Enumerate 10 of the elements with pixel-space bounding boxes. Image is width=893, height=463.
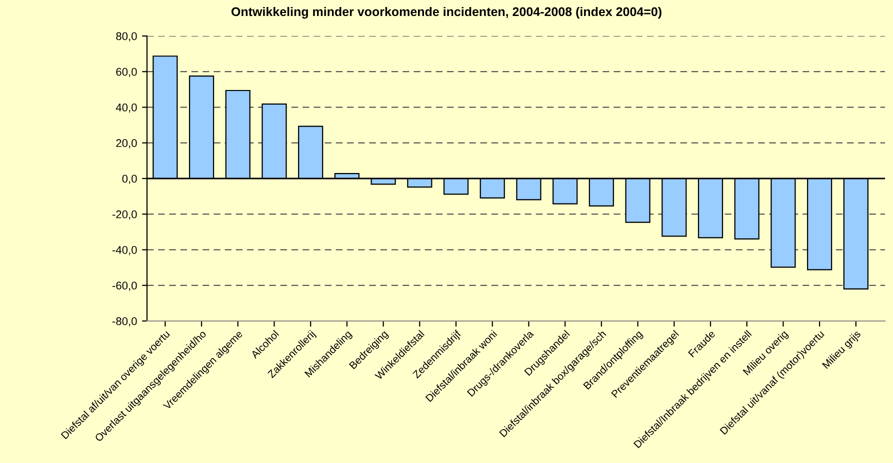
y-tick-label: 80,0	[116, 32, 137, 42]
y-tick-label: 40,0	[116, 104, 137, 113]
y-tick-label: 0,0	[122, 174, 137, 184]
y-tick-label: 60,0	[116, 68, 137, 78]
y-tick-label: -60,0	[112, 282, 137, 291]
y-tick-label: 20,0	[116, 139, 137, 148]
y-tick-label: -80,0	[112, 317, 137, 326]
y-tick-label: -40,0	[112, 246, 137, 256]
y-tick-label: -20,0	[112, 210, 137, 220]
chart-title: Ontwikkeling minder voorkomende incidenten, 2004-2008 (index 2004=0)	[232, 6, 662, 19]
